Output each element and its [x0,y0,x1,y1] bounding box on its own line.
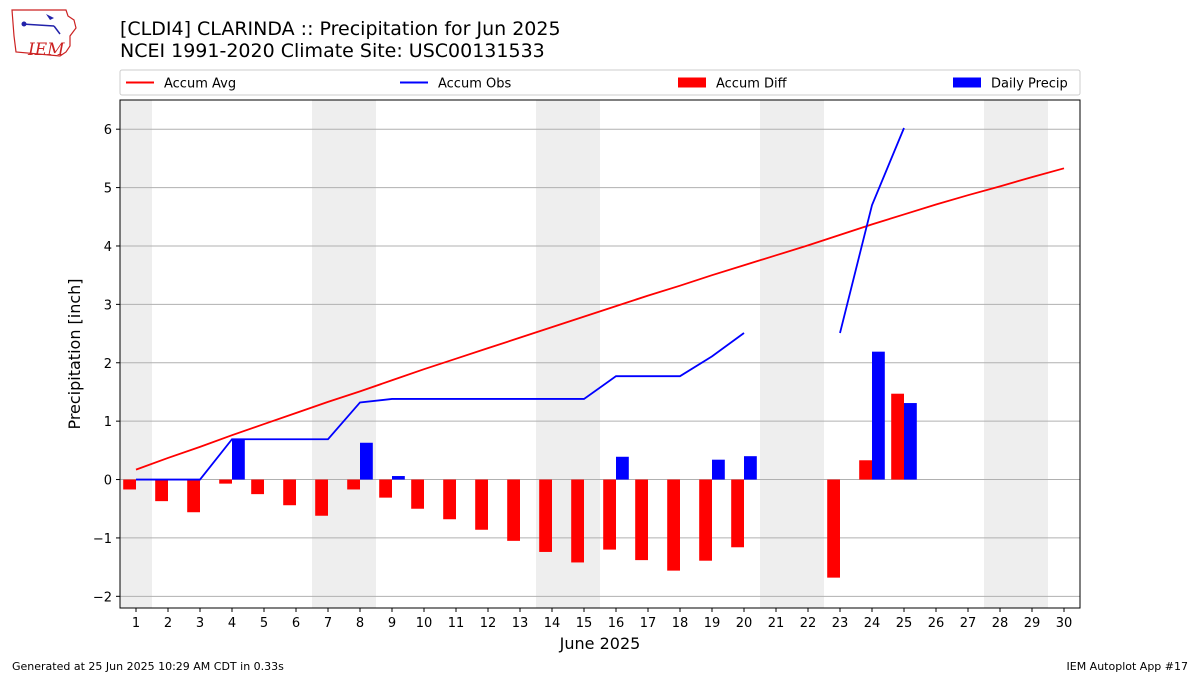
x-tick-label: 1 [132,616,140,631]
daily-precip-bar [712,459,725,480]
x-tick-label: 17 [640,616,657,631]
daily-precip-bar [360,442,373,480]
daily-precip-bar [232,439,245,480]
x-tick-label: 23 [832,616,849,631]
y-tick-label: 0 [104,474,112,489]
accum-diff-bar [635,479,648,561]
accum-diff-bar [155,479,168,502]
chart-subtitle: NCEI 1991-2020 Climate Site: USC00131533 [120,40,545,62]
iowa-map-icon [11,9,77,57]
x-tick-label: 8 [356,616,364,631]
weekend-band [312,100,376,608]
x-tick-label: 11 [448,616,465,631]
accum-diff-bar [251,479,264,495]
x-tick-label: 16 [608,616,625,631]
x-tick-label: 2 [164,616,172,631]
app-label: IEM Autoplot App #17 [1066,660,1189,673]
accum-diff-bar [827,479,840,578]
x-tick-label: 25 [896,616,913,631]
y-tick-label: −2 [93,590,112,605]
accum-diff-bar [571,479,584,563]
weekend-band [984,100,1048,608]
accum-diff-bar [731,479,744,548]
x-tick-label: 12 [480,616,497,631]
accum-diff-bar [891,393,904,480]
chart-title: [CLDI4] CLARINDA :: Precipitation for Ju… [120,18,561,40]
x-tick-label: 19 [704,616,721,631]
x-tick-label: 10 [416,616,433,631]
weekend-band [120,100,152,608]
accum-diff-bar [411,479,424,509]
accum-diff-bar [283,479,296,506]
x-tick-label: 4 [228,616,236,631]
x-tick-label: 6 [292,616,300,631]
daily-precip-bar [392,476,405,480]
weekend-band [760,100,824,608]
x-axis-label: June 2025 [559,634,641,653]
y-tick-label: −1 [93,532,112,547]
accum-diff-bar [667,479,680,571]
daily-precip-bar [616,456,629,480]
y-tick-label: 4 [104,240,112,255]
x-tick-label: 9 [388,616,396,631]
y-tick-label: 3 [104,298,112,313]
accum-diff-bar [699,479,712,561]
daily-precip-bar [904,403,917,480]
x-tick-label: 3 [196,616,204,631]
x-tick-label: 7 [324,616,332,631]
x-tick-label: 26 [928,616,945,631]
y-tick-label: 6 [104,123,112,138]
x-tick-label: 27 [960,616,977,631]
legend-label: Accum Obs [438,77,511,92]
accum-obs-line [136,332,745,481]
x-tick-label: 14 [544,616,561,631]
accum-diff-bar [347,479,360,490]
legend-label: Accum Avg [164,77,236,92]
legend-swatch-bar [678,77,706,88]
accum-diff-bar [219,479,232,484]
x-tick-label: 21 [768,616,785,631]
x-tick-label: 30 [1056,616,1073,631]
accum-diff-bar [315,479,328,516]
x-tick-label: 5 [260,616,268,631]
accum-obs-line [839,127,905,334]
y-tick-label: 1 [104,415,112,430]
accum-avg-line [135,167,1065,471]
accum-diff-bar [859,460,872,480]
x-tick-label: 28 [992,616,1009,631]
x-tick-label: 18 [672,616,689,631]
daily-precip-bar [744,456,757,480]
x-tick-label: 20 [736,616,753,631]
accum-diff-bar [123,479,136,490]
x-tick-label: 13 [512,616,529,631]
logo-text: IEM [28,40,65,60]
accum-diff-bar [187,479,200,513]
iem-logo: IEM [8,6,80,60]
legend-label: Daily Precip [991,77,1068,92]
plot-frame [119,99,1081,609]
accum-diff-bar [539,479,552,552]
accum-diff-bar [379,479,392,498]
accum-diff-bar [603,479,616,550]
accum-diff-bar [443,479,456,520]
y-tick-label: 2 [104,357,112,372]
legend-label: Accum Diff [716,77,788,92]
legend-box [119,69,1081,96]
accum-diff-bar [507,479,520,541]
x-tick-label: 22 [800,616,817,631]
y-axis-label: Precipitation [inch] [65,278,84,429]
x-tick-label: 29 [1024,616,1041,631]
y-tick-label: 5 [104,182,112,197]
x-tick-label: 15 [576,616,593,631]
generated-timestamp: Generated at 25 Jun 2025 10:29 AM CDT in… [12,660,284,673]
x-tick-label: 24 [864,616,881,631]
legend-swatch-bar [953,77,981,88]
accum-diff-bar [475,479,488,530]
daily-precip-bar [872,351,885,480]
